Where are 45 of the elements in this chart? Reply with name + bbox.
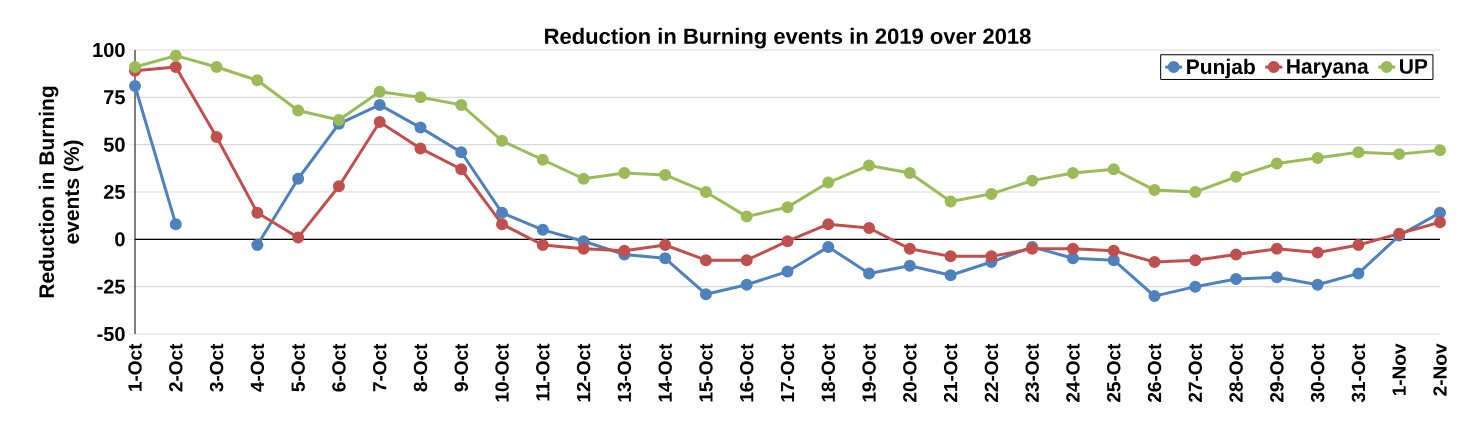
x-tick-label: 1-Oct (128, 343, 142, 391)
legend-label: Punjab (1187, 58, 1255, 79)
x-tick-label: 11-Oct (536, 343, 550, 401)
x-tick-label: 29-Oct (1270, 343, 1284, 402)
x-tick-label: 31-Oct (1351, 343, 1366, 403)
x-tick-label: 4-Oct (250, 343, 265, 392)
chart-title: Reduction in Burning events in 2019 over 2018 (545, 27, 1031, 49)
x-tick-label: 10-Oct (495, 343, 509, 402)
x-tick-label: 23-Oct (1025, 343, 1039, 402)
x-tick-label: 12-Oct (576, 343, 591, 402)
x-tick-label: 1-Nov (1392, 343, 1406, 396)
y-tick-label: -50 (97, 326, 125, 342)
y-tick-label: 100 (93, 42, 125, 58)
y-axis-title: Reduction in Burning events (%) (38, 86, 84, 298)
x-tick-label: 27-Oct (1188, 343, 1203, 402)
x-tick-label: 5-Oct (291, 343, 305, 392)
x-tick-label: 9-Oct (454, 343, 468, 392)
x-tick-label: 2-Nov (1433, 343, 1447, 396)
legend-label: UP (1400, 59, 1428, 74)
x-tick-label: 13-Oct (617, 343, 632, 402)
x-tick-label: 21-Oct (943, 343, 958, 402)
x-tick-label: 16-Oct (739, 343, 754, 402)
x-tick-label: 3-Oct (209, 343, 224, 392)
y-tick-label: 50 (103, 137, 125, 152)
legend-label: Haryana (1287, 59, 1369, 78)
x-tick-label: 25-Oct (1107, 343, 1121, 402)
y-tick-label: -25 (97, 279, 125, 294)
x-tick-label: 8-Oct (413, 343, 428, 392)
x-tick-label: 17-Oct (780, 343, 795, 402)
x-tick-label: 26-Oct (1147, 343, 1162, 402)
x-tick-label: 14-Oct (658, 343, 672, 402)
x-tick-label: 19-Oct (862, 343, 876, 402)
y-tick-label: 75 (104, 90, 125, 105)
y-tick-label: 0 (115, 232, 125, 247)
x-tick-label: 7-Oct (372, 343, 387, 392)
x-tick-label: 15-Oct (699, 343, 713, 402)
x-tick-label: 6-Oct (332, 343, 346, 392)
y-tick-label: 25 (103, 184, 125, 200)
x-tick-label: 2-Oct (169, 343, 183, 392)
x-tick-label: 18-Oct (821, 343, 836, 402)
x-tick-label: 28-Oct (1229, 343, 1243, 402)
x-tick-label: 20-Oct (903, 343, 917, 402)
x-tick-label: 24-Oct (1066, 343, 1080, 402)
x-tick-label: 30-Oct (1310, 343, 1325, 403)
x-tick-label: 22-Oct (984, 343, 999, 402)
